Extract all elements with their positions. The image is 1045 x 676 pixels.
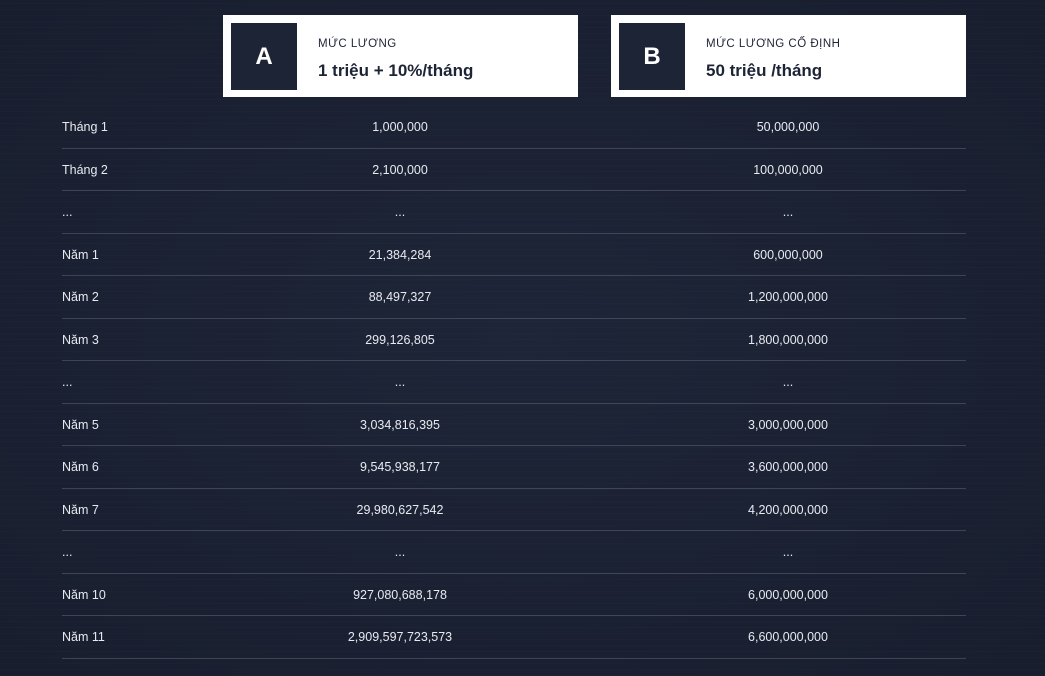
- table-row: Năm 6 9,545,938,177 3,600,000,000: [62, 446, 966, 489]
- row-label: Năm 2: [62, 290, 99, 304]
- card-a-label: MỨC LƯƠNG: [318, 38, 397, 50]
- row-label: ...: [62, 375, 73, 389]
- row-value-a: ...: [394, 205, 406, 219]
- row-value-b: 3,600,000,000: [748, 460, 828, 474]
- salary-comparison-table: Tháng 1 1,000,000 50,000,000 Tháng 2 2,1…: [62, 106, 966, 659]
- row-label: ...: [62, 205, 73, 219]
- row-value-a: ...: [394, 545, 406, 559]
- table-row: Năm 1 21,384,284 600,000,000: [62, 234, 966, 276]
- row-value-a: 3,034,816,395: [360, 417, 440, 432]
- table-row: Tháng 1 1,000,000 50,000,000: [62, 106, 966, 149]
- card-b-value: 50 triệu /tháng: [706, 61, 823, 80]
- card-b-letter: B: [619, 23, 685, 90]
- table-row: ... ... ...: [62, 191, 966, 234]
- row-value-a: 299,126,805: [365, 332, 435, 347]
- row-value-b: 100,000,000: [753, 162, 823, 177]
- row-value-b: ...: [782, 205, 794, 219]
- row-label: Tháng 1: [62, 120, 108, 134]
- row-label: Năm 3: [62, 332, 99, 347]
- row-value-a: 1,000,000: [372, 120, 428, 134]
- row-value-a: 21,384,284: [368, 247, 432, 262]
- card-b-label: MỨC LƯƠNG CỐ ĐỊNH: [706, 38, 841, 50]
- card-a-value: 1 triệu + 10%/tháng: [318, 61, 474, 80]
- table-row: Năm 2 88,497,327 1,200,000,000: [62, 276, 966, 319]
- row-label: Năm 11: [62, 630, 105, 644]
- table-row: Năm 7 29,980,627,542 4,200,000,000: [62, 489, 966, 531]
- row-label: Tháng 2: [62, 162, 108, 177]
- row-value-b: 6,000,000,000: [748, 587, 828, 602]
- row-label: ...: [62, 545, 73, 559]
- table-row: Năm 10 927,080,688,178 6,000,000,000: [62, 574, 966, 616]
- row-label: Năm 7: [62, 502, 99, 517]
- table-row: ... ... ...: [62, 531, 966, 574]
- row-value-b: 3,000,000,000: [748, 417, 828, 432]
- row-value-a: 29,980,627,542: [356, 502, 444, 517]
- card-a-letter: A: [231, 23, 297, 90]
- row-value-b: 50,000,000: [756, 120, 820, 134]
- row-value-b: ...: [782, 545, 794, 559]
- row-value-a: 9,545,938,177: [360, 460, 440, 474]
- row-value-b: ...: [782, 375, 794, 389]
- table-row: ... ... ...: [62, 361, 966, 404]
- row-value-a: 2,100,000: [372, 162, 428, 177]
- row-label: Năm 10: [62, 587, 106, 602]
- row-label: Năm 1: [62, 247, 99, 262]
- row-value-b: 4,200,000,000: [748, 502, 828, 517]
- table-row: Tháng 2 2,100,000 100,000,000: [62, 149, 966, 191]
- row-label: Năm 6: [62, 460, 99, 474]
- row-value-b: 600,000,000: [753, 247, 823, 262]
- table-row: Năm 3 299,126,805 1,800,000,000: [62, 319, 966, 361]
- table-row: Năm 5 3,034,816,395 3,000,000,000: [62, 404, 966, 446]
- row-label: Năm 5: [62, 417, 99, 432]
- row-value-b: 6,600,000,000: [748, 630, 828, 644]
- row-value-a: ...: [394, 375, 406, 389]
- card-a: A MỨC LƯƠNG 1 triệu + 10%/tháng: [223, 15, 578, 97]
- row-value-a: 927,080,688,178: [353, 587, 447, 602]
- card-b: B MỨC LƯƠNG CỐ ĐỊNH 50 triệu /tháng: [611, 15, 966, 97]
- row-value-a: 88,497,327: [368, 290, 432, 304]
- table-row: Năm 11 2,909,597,723,573 6,600,000,000: [62, 616, 966, 659]
- row-value-a: 2,909,597,723,573: [347, 630, 453, 644]
- row-value-b: 1,800,000,000: [748, 332, 828, 347]
- row-value-b: 1,200,000,000: [748, 290, 828, 304]
